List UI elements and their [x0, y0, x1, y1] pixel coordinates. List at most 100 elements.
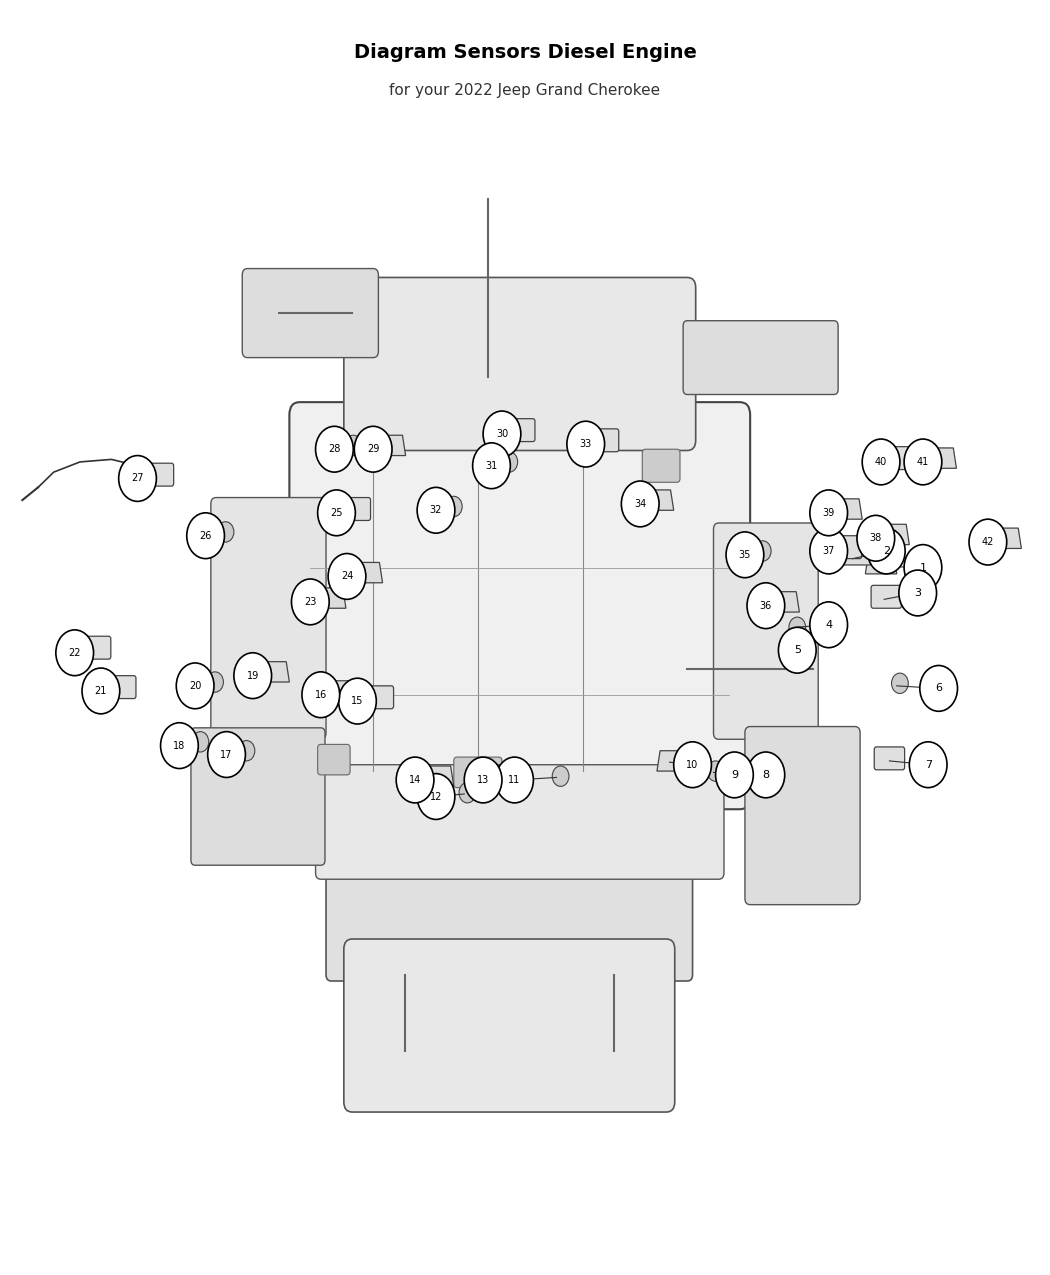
- Circle shape: [810, 528, 847, 574]
- Text: 12: 12: [429, 792, 442, 802]
- Text: 31: 31: [485, 460, 498, 470]
- Text: for your 2022 Jeep Grand Cherokee: for your 2022 Jeep Grand Cherokee: [390, 83, 660, 98]
- Circle shape: [208, 732, 246, 778]
- Circle shape: [119, 455, 156, 501]
- Circle shape: [708, 761, 723, 782]
- Text: 8: 8: [762, 770, 770, 780]
- Text: 14: 14: [408, 775, 421, 785]
- Circle shape: [344, 435, 361, 455]
- Circle shape: [567, 421, 605, 467]
- Circle shape: [207, 672, 224, 692]
- Text: 30: 30: [496, 428, 508, 439]
- Circle shape: [909, 742, 947, 788]
- Text: 15: 15: [352, 696, 363, 706]
- Polygon shape: [925, 448, 957, 468]
- Circle shape: [417, 774, 455, 820]
- Text: 39: 39: [822, 507, 835, 518]
- Circle shape: [187, 513, 225, 558]
- Text: 17: 17: [220, 750, 233, 760]
- Text: 42: 42: [982, 537, 994, 547]
- FancyBboxPatch shape: [505, 418, 534, 441]
- Circle shape: [552, 766, 569, 787]
- Text: 28: 28: [329, 444, 340, 454]
- Circle shape: [857, 515, 895, 561]
- Circle shape: [483, 411, 521, 456]
- Circle shape: [464, 757, 502, 803]
- Text: 9: 9: [731, 770, 738, 780]
- Polygon shape: [422, 766, 454, 787]
- Polygon shape: [990, 528, 1022, 548]
- Circle shape: [302, 672, 339, 718]
- Polygon shape: [374, 435, 405, 455]
- FancyBboxPatch shape: [340, 497, 371, 520]
- Circle shape: [338, 678, 376, 724]
- Text: 2: 2: [883, 546, 889, 556]
- Circle shape: [716, 752, 753, 798]
- FancyBboxPatch shape: [143, 463, 173, 486]
- FancyBboxPatch shape: [684, 321, 838, 394]
- Circle shape: [747, 764, 763, 784]
- Text: 11: 11: [508, 775, 521, 785]
- Circle shape: [459, 783, 476, 803]
- Circle shape: [472, 442, 510, 488]
- Circle shape: [56, 630, 93, 676]
- Text: 33: 33: [580, 439, 592, 449]
- Circle shape: [778, 627, 816, 673]
- FancyBboxPatch shape: [884, 446, 915, 469]
- Text: 37: 37: [822, 546, 835, 556]
- FancyBboxPatch shape: [343, 938, 675, 1112]
- Circle shape: [238, 741, 255, 761]
- Polygon shape: [657, 751, 689, 771]
- FancyBboxPatch shape: [81, 636, 111, 659]
- FancyBboxPatch shape: [643, 449, 680, 482]
- Circle shape: [417, 487, 455, 533]
- Circle shape: [328, 553, 365, 599]
- Text: 36: 36: [760, 601, 772, 611]
- Text: 22: 22: [68, 648, 81, 658]
- Text: 20: 20: [189, 681, 202, 691]
- Circle shape: [501, 451, 518, 472]
- Circle shape: [867, 528, 905, 574]
- Text: 18: 18: [173, 741, 186, 751]
- Text: 41: 41: [917, 456, 929, 467]
- Circle shape: [904, 544, 942, 590]
- Text: 25: 25: [331, 507, 342, 518]
- Polygon shape: [351, 562, 382, 583]
- Text: 3: 3: [915, 588, 921, 598]
- FancyBboxPatch shape: [290, 402, 750, 810]
- FancyBboxPatch shape: [106, 676, 135, 699]
- Circle shape: [354, 426, 392, 472]
- Polygon shape: [865, 553, 897, 574]
- FancyBboxPatch shape: [318, 745, 350, 775]
- Text: 38: 38: [869, 533, 882, 543]
- FancyBboxPatch shape: [243, 269, 378, 357]
- FancyBboxPatch shape: [363, 686, 394, 709]
- FancyBboxPatch shape: [454, 757, 502, 788]
- Circle shape: [292, 579, 329, 625]
- FancyBboxPatch shape: [211, 497, 327, 740]
- Text: 29: 29: [366, 444, 379, 454]
- Circle shape: [82, 668, 120, 714]
- FancyBboxPatch shape: [588, 428, 618, 451]
- Polygon shape: [839, 544, 870, 565]
- Circle shape: [234, 653, 272, 699]
- Circle shape: [747, 752, 784, 798]
- Polygon shape: [831, 499, 862, 519]
- Text: 1: 1: [920, 562, 926, 572]
- FancyBboxPatch shape: [343, 278, 696, 450]
- Circle shape: [318, 490, 355, 536]
- Circle shape: [891, 673, 908, 694]
- Text: 5: 5: [794, 645, 801, 655]
- Circle shape: [862, 439, 900, 484]
- Text: 4: 4: [825, 620, 833, 630]
- Text: 21: 21: [94, 686, 107, 696]
- Circle shape: [810, 602, 847, 648]
- Circle shape: [192, 732, 209, 752]
- Text: 6: 6: [936, 683, 942, 694]
- Text: 24: 24: [341, 571, 353, 581]
- Text: 32: 32: [429, 505, 442, 515]
- Circle shape: [726, 532, 763, 578]
- Circle shape: [754, 541, 771, 561]
- Circle shape: [969, 519, 1007, 565]
- Text: 16: 16: [315, 690, 327, 700]
